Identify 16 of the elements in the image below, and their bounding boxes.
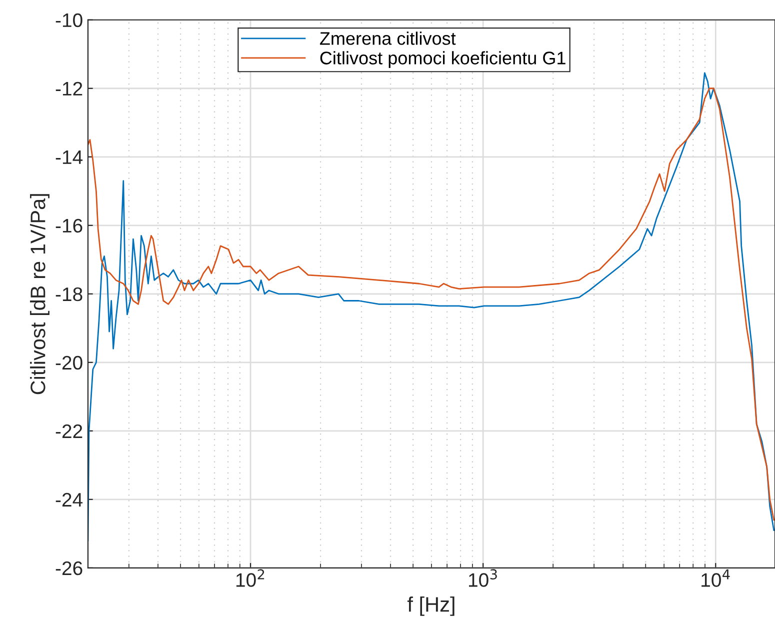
y-tick-label: -24	[56, 492, 83, 506]
y-tick-label: -22	[56, 424, 82, 438]
y-tick-label: -10	[56, 13, 82, 28]
legend-label: Zmerena citlivost	[320, 32, 456, 45]
y-tick-label: -12	[56, 82, 82, 96]
x-tick-label: 10$^{4}$	[702, 569, 730, 587]
y-tick-label: -18	[56, 287, 82, 302]
y-tick-label: -20	[56, 356, 82, 370]
y-axis-title: Citlivost [dB re 1V/Pa]	[30, 194, 50, 394]
x-tick-label: 10$^{2}$	[236, 569, 264, 587]
y-tick-label: -14	[56, 150, 83, 164]
y-tick-label: -16	[56, 218, 82, 233]
y-tick-label: -26	[56, 561, 82, 576]
x-axis-title: f [Hz]	[407, 596, 454, 616]
legend-label: Citlivost pomoci koeficientu G1	[320, 51, 566, 68]
x-tick-label: 10$^{3}$	[469, 569, 497, 587]
